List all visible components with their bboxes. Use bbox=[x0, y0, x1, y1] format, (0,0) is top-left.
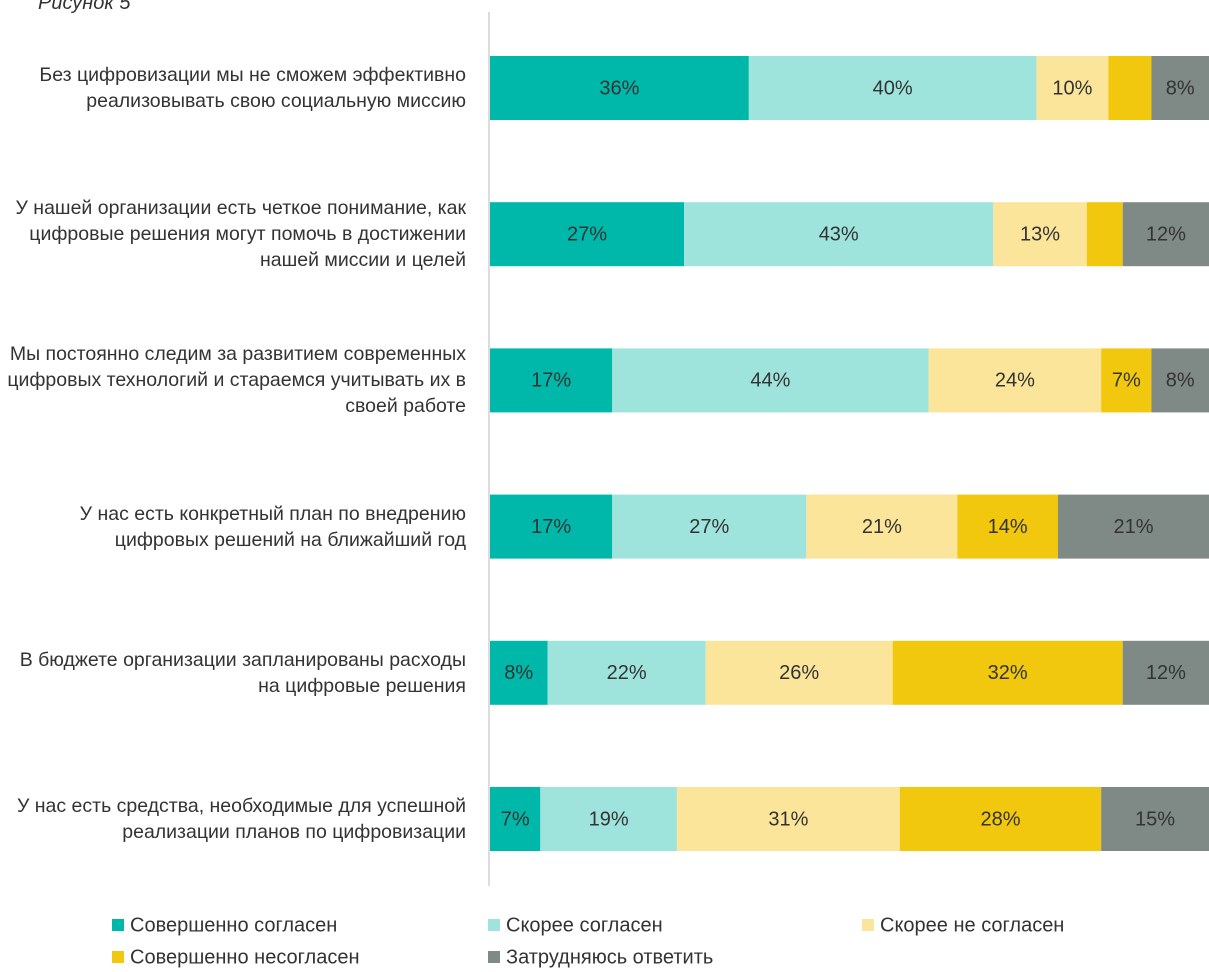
category-label: В бюджете организации запланированы расх… bbox=[19, 648, 466, 697]
category-label: У нашей организации есть четкое понимани… bbox=[15, 197, 467, 272]
value-label: 40% bbox=[873, 77, 913, 99]
legend-label: Затрудняюсь ответить bbox=[506, 946, 713, 968]
bar-segment bbox=[993, 202, 1087, 267]
value-label: 17% bbox=[531, 370, 571, 392]
value-label: 14% bbox=[988, 516, 1028, 538]
value-label: 28% bbox=[980, 808, 1020, 830]
category-label: У нас есть средства, необходимые для усп… bbox=[16, 795, 466, 843]
legend-swatch bbox=[488, 919, 500, 931]
bar-segment bbox=[1122, 202, 1209, 267]
value-label: 27% bbox=[567, 223, 607, 245]
bar-segment bbox=[612, 494, 807, 559]
bar-segment bbox=[957, 494, 1059, 559]
category-label: Без цифровизации мы не сможем эффективно… bbox=[39, 64, 466, 112]
category-label: Мы постоянно следим за развитием совреме… bbox=[7, 343, 466, 418]
value-label: 36% bbox=[599, 77, 639, 99]
value-label: 15% bbox=[1135, 808, 1175, 830]
bar-segment bbox=[806, 494, 958, 559]
bar-segment bbox=[1101, 787, 1209, 851]
bar-segment bbox=[490, 640, 548, 705]
value-label: 17% bbox=[531, 516, 571, 538]
value-label: 7% bbox=[1112, 370, 1141, 392]
bar-segment bbox=[547, 640, 706, 705]
legend-swatch bbox=[112, 951, 124, 963]
value-label: 24% bbox=[995, 370, 1035, 392]
bar-segment bbox=[1086, 202, 1123, 267]
bar-segment bbox=[1108, 56, 1152, 120]
bar-segment bbox=[490, 787, 541, 851]
value-label: 22% bbox=[607, 662, 647, 684]
bar-segment bbox=[490, 202, 685, 267]
value-label: 12% bbox=[1146, 223, 1186, 245]
value-label: 8% bbox=[504, 662, 533, 684]
value-label: 7% bbox=[501, 808, 530, 830]
bar-segment bbox=[684, 202, 994, 267]
legend-label: Скорее согласен bbox=[506, 914, 663, 936]
value-label: 43% bbox=[819, 223, 859, 245]
category-label: У нас есть конкретный план по внедрению … bbox=[79, 502, 466, 551]
legend-swatch bbox=[862, 919, 874, 931]
bar-segment bbox=[1101, 348, 1152, 413]
value-label: 27% bbox=[689, 516, 729, 538]
value-label: 10% bbox=[1052, 77, 1092, 99]
value-label: 26% bbox=[779, 662, 819, 684]
bar-segment bbox=[676, 787, 900, 851]
bar-segment bbox=[1036, 56, 1109, 120]
bar-segment bbox=[490, 348, 613, 413]
bar-segment bbox=[490, 494, 613, 559]
chart-title: Рисунок 5 bbox=[38, 0, 131, 14]
bar-segment bbox=[892, 640, 1123, 705]
bar-segment bbox=[1058, 494, 1209, 559]
legend-label: Совершенно несогласен bbox=[130, 946, 359, 968]
value-label: 44% bbox=[750, 370, 790, 392]
bar-segment bbox=[705, 640, 893, 705]
legend-swatch bbox=[112, 919, 124, 931]
value-label: 12% bbox=[1146, 662, 1186, 684]
value-label: 21% bbox=[862, 516, 902, 538]
bar-segment bbox=[748, 56, 1037, 120]
bar-segment bbox=[612, 348, 929, 413]
legend-label: Скорее не согласен bbox=[880, 914, 1064, 936]
value-label: 19% bbox=[589, 808, 629, 830]
legend-swatch bbox=[488, 951, 500, 963]
value-label: 13% bbox=[1020, 223, 1060, 245]
bar-segment bbox=[1151, 348, 1209, 413]
value-label: 21% bbox=[1113, 516, 1153, 538]
legend-label: Совершенно согласен bbox=[130, 914, 337, 936]
bar-segment bbox=[540, 787, 677, 851]
bar-segment bbox=[1151, 56, 1209, 120]
value-label: 31% bbox=[768, 808, 808, 830]
bar-segment bbox=[899, 787, 1102, 851]
bar-segment bbox=[928, 348, 1102, 413]
bar-segment bbox=[490, 56, 749, 120]
value-label: 8% bbox=[1166, 77, 1195, 99]
value-label: 32% bbox=[988, 662, 1028, 684]
value-label: 8% bbox=[1166, 370, 1195, 392]
bar-segment bbox=[1122, 640, 1209, 705]
